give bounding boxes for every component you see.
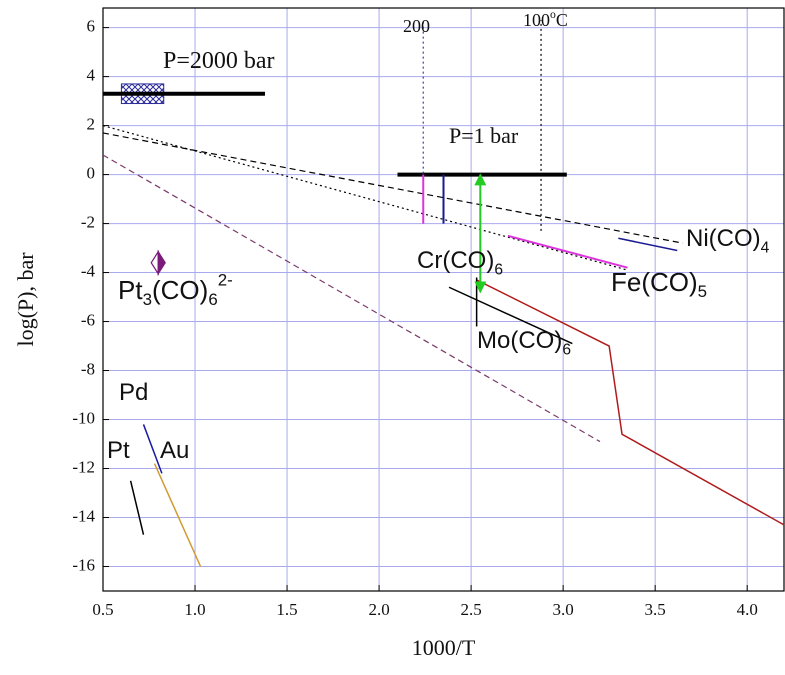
annotation-part: 2- <box>218 271 233 290</box>
annotation: 100oC <box>523 7 568 30</box>
annotation-part: P=2000 bar <box>163 48 275 74</box>
annotation-part: Fe(CO) <box>611 267 698 297</box>
annotation: P=1 bar <box>449 123 519 148</box>
x-axis-label: 1000/T <box>412 635 476 660</box>
x-tick-label: 1.0 <box>184 600 205 619</box>
line <box>102 154 601 443</box>
x-tick-label: 4.0 <box>737 600 758 619</box>
annotation-part: 6 <box>208 291 217 310</box>
line <box>102 132 683 244</box>
annotation-part: 6 <box>562 342 571 359</box>
annotation: P=2000 bar <box>163 48 275 74</box>
line <box>618 237 678 252</box>
annotation: Ni(CO)4 <box>686 225 770 256</box>
y-tick-label: -14 <box>72 506 95 525</box>
annotation: Au <box>160 437 189 464</box>
annotation-part: Mo(CO) <box>477 327 562 354</box>
annotation-part: Pd <box>119 379 148 406</box>
annotation-part: 6 <box>494 262 503 279</box>
annotation: 200 <box>403 16 430 36</box>
annotation: Pd <box>119 379 148 406</box>
annotation-part: 5 <box>698 283 707 302</box>
line <box>153 463 202 567</box>
annotation: Pt3(CO)62- <box>118 271 233 310</box>
annotation-part: Pt <box>118 275 143 305</box>
annotation-part: C <box>556 10 568 30</box>
y-tick-label: 6 <box>87 17 96 36</box>
y-tick-label: 4 <box>87 65 96 84</box>
plot-frame <box>102 7 785 592</box>
line <box>102 125 628 271</box>
line <box>142 424 163 474</box>
annotation-part: 100 <box>523 10 550 30</box>
annotation-part: P=1 bar <box>449 123 519 148</box>
x-tick-label: 2.5 <box>460 600 481 619</box>
annotation-part: Pt <box>107 437 130 464</box>
y-tick-label: -8 <box>81 359 95 378</box>
annotation: Fe(CO)5 <box>611 267 707 302</box>
annotation: Mo(CO)6 <box>477 327 571 358</box>
y-tick-label: -12 <box>72 457 95 476</box>
annotation-part: Ni(CO) <box>686 225 761 252</box>
y-tick-label: 2 <box>87 114 96 133</box>
annotation-part: 4 <box>761 240 770 257</box>
x-tick-label: 3.5 <box>645 600 666 619</box>
x-tick-label: 3.0 <box>553 600 574 619</box>
annotation-part: 3 <box>143 291 152 310</box>
annotation: Pt <box>107 437 130 464</box>
y-tick-label: -10 <box>72 408 95 427</box>
y-axis-label: log(P), bar <box>13 252 38 347</box>
y-tick-label: -4 <box>81 261 96 280</box>
annotation: Cr(CO)6 <box>417 247 503 278</box>
line <box>507 234 628 269</box>
annotation-part: o <box>550 7 556 20</box>
annotation-part: Cr(CO) <box>417 247 494 274</box>
y-tick-label: 0 <box>87 163 96 182</box>
point-right <box>157 249 166 276</box>
y-tick-label: -2 <box>81 212 95 231</box>
x-tick-label: 0.5 <box>92 600 113 619</box>
annotation-part: 200 <box>403 16 430 36</box>
y-tick-label: -6 <box>81 310 95 329</box>
annotation-part: Au <box>160 437 189 464</box>
line <box>476 279 785 526</box>
point-left <box>150 249 159 276</box>
y-tick-label: -16 <box>72 555 95 574</box>
line <box>448 286 573 345</box>
line <box>129 480 145 535</box>
x-tick-label: 2.0 <box>368 600 389 619</box>
annotation-part: (CO) <box>152 275 208 305</box>
x-tick-label: 1.5 <box>276 600 297 619</box>
